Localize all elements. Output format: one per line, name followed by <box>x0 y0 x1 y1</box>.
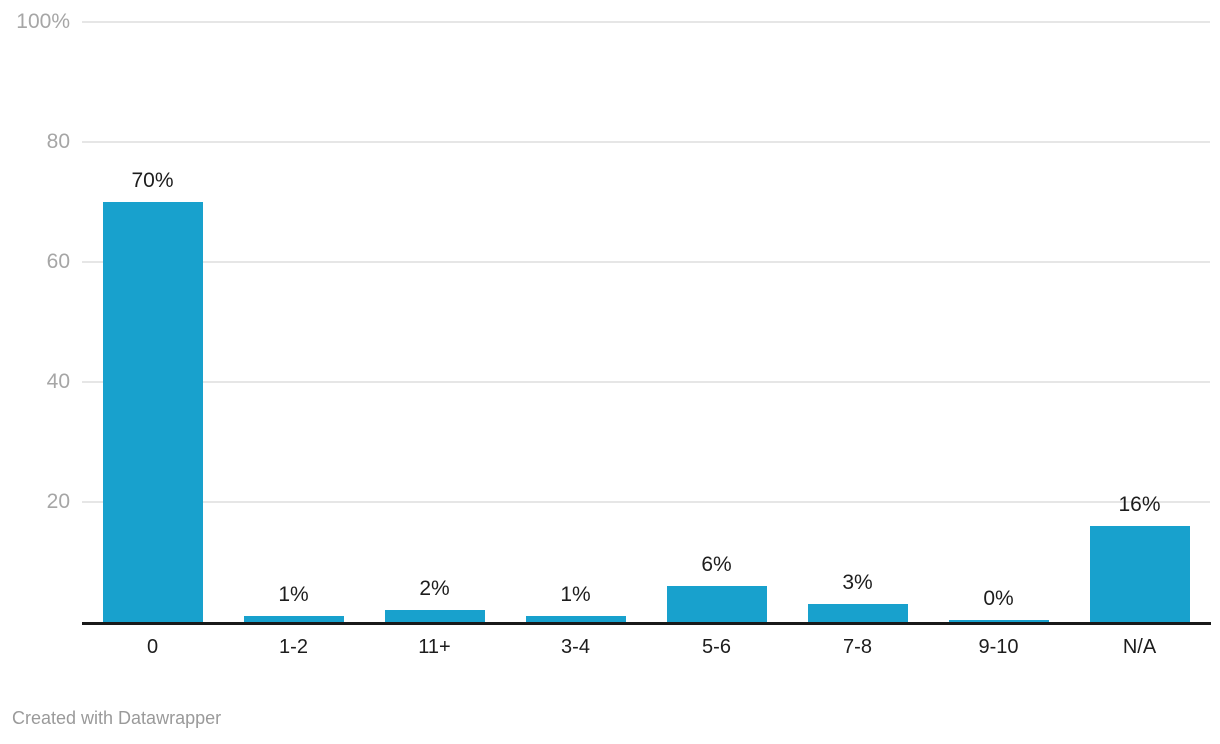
bar <box>807 604 908 622</box>
datawrapper-attribution: Created with Datawrapper <box>12 708 222 728</box>
x-axis-category-label: 7-8 <box>843 636 872 658</box>
gridline <box>82 21 1210 23</box>
bar-value-label: 2% <box>419 577 450 600</box>
x-axis-category-label: 9-10 <box>978 636 1019 658</box>
bar-value-label: 6% <box>701 553 732 576</box>
gridline <box>82 261 1210 263</box>
bar-value-label: 1% <box>278 583 309 606</box>
gridline <box>82 381 1210 383</box>
bar <box>384 610 485 622</box>
bar-value-label: 3% <box>842 571 873 594</box>
x-axis-category-label: 3-4 <box>561 636 590 658</box>
x-axis-line <box>82 622 1211 625</box>
y-axis-tick-label: 80 <box>46 130 70 153</box>
gridline <box>82 501 1210 503</box>
x-axis-category-label: 5-6 <box>702 636 731 658</box>
y-axis-tick-label: 40 <box>46 370 70 393</box>
bar-value-label: 16% <box>1118 493 1161 516</box>
bar <box>525 616 626 622</box>
y-axis-tick-label: 60 <box>46 250 70 273</box>
bar <box>948 620 1049 622</box>
bar-value-label: 1% <box>560 583 591 606</box>
x-axis-category-label: N/A <box>1122 636 1157 658</box>
x-axis-category-label: 0 <box>146 636 159 658</box>
bar <box>666 586 767 622</box>
x-axis-category-label: 11+ <box>418 636 451 658</box>
gridline <box>82 141 1210 143</box>
x-axis-category-label: 1-2 <box>279 636 308 658</box>
y-axis-tick-label: 100% <box>16 10 70 33</box>
bar <box>1089 526 1190 622</box>
bar-value-label: 70% <box>131 169 174 192</box>
bar <box>243 616 344 622</box>
bar <box>102 202 203 622</box>
bar-value-label: 0% <box>983 587 1014 610</box>
y-axis-tick-label: 20 <box>46 490 70 513</box>
